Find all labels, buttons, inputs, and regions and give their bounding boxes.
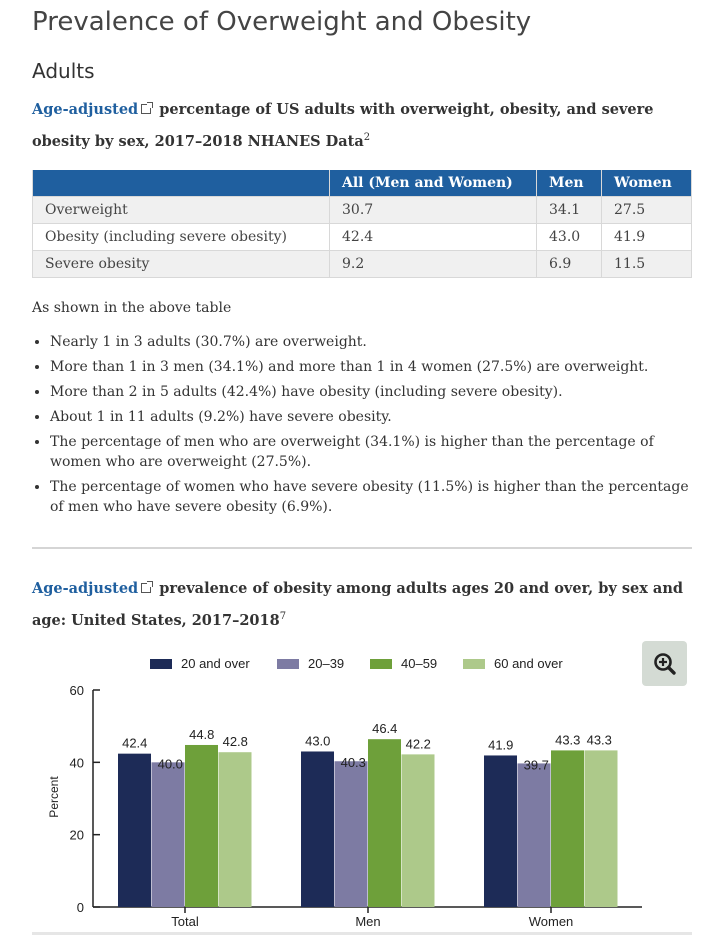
table-intro: Age-adjusted percentage of US adults wit…: [32, 96, 692, 156]
bar: [151, 762, 185, 907]
table-header-women: Women: [601, 169, 692, 197]
chart-intro: Age-adjusted prevalence of obesity among…: [32, 575, 692, 635]
y-tick-label: 0: [77, 900, 84, 915]
y-axis-label: Percent: [47, 776, 61, 818]
bar: [401, 754, 435, 907]
x-tick-label: Total: [171, 914, 199, 929]
bar: [118, 753, 151, 907]
table-cell: 42.4: [329, 222, 537, 251]
list-item: More than 1 in 3 men (34.1%) and more th…: [50, 357, 692, 377]
zoom-in-button[interactable]: [642, 641, 687, 686]
page-content: Prevalence of Overweight and Obesity Adu…: [32, 0, 692, 635]
table-intro-text: percentage of US adults with overweight,…: [32, 101, 654, 150]
bar-value-label: 43.0: [305, 733, 330, 748]
bar: [301, 751, 334, 907]
legend-label: 40–59: [401, 656, 437, 671]
section-heading-adults: Adults: [32, 59, 95, 83]
table-header-row: All (Men and Women) Men Women: [32, 169, 692, 197]
table-cell: 34.1: [536, 195, 602, 224]
bar-value-label: 41.9: [488, 737, 513, 752]
table-cell: 9.2: [329, 249, 537, 278]
bar: [334, 761, 368, 907]
table-cell: Severe obesity: [32, 249, 330, 278]
x-tick-label: Men: [355, 914, 380, 929]
age-adjusted-link[interactable]: Age-adjusted: [32, 101, 139, 118]
bar-value-label: 39.7: [524, 757, 549, 772]
table-cell: 6.9: [536, 249, 602, 278]
table-header-men: Men: [536, 169, 602, 197]
table-cell: Overweight: [32, 195, 330, 224]
table-cell: 41.9: [601, 222, 692, 251]
bar: [185, 744, 218, 907]
bar-value-label: 40.3: [341, 755, 366, 770]
table-cell: 30.7: [329, 195, 537, 224]
zoom-in-icon: [654, 653, 676, 675]
section-divider: [32, 546, 692, 549]
bar-value-label: 46.4: [372, 721, 397, 736]
bar-value-label: 40.0: [158, 756, 183, 771]
list-item: The percentage of men who are overweight…: [50, 432, 692, 472]
bar-value-label: 42.4: [122, 736, 147, 751]
table-header-blank: [32, 169, 330, 197]
footnote-ref[interactable]: 2: [363, 132, 371, 143]
list-item: About 1 in 11 adults (9.2%) have severe …: [50, 407, 692, 427]
bar-value-label: 42.2: [406, 736, 431, 751]
legend-swatch: [150, 659, 172, 669]
table-cell: 11.5: [601, 249, 692, 278]
table-cell: 27.5: [601, 195, 692, 224]
bar-value-label: 44.8: [189, 727, 214, 742]
bar: [517, 763, 551, 907]
legend-label: 20–39: [308, 656, 344, 671]
chart-intro-text: prevalence of obesity among adults ages …: [32, 579, 684, 629]
bar-value-label: 42.8: [223, 734, 248, 749]
list-item: Nearly 1 in 3 adults (30.7%) are overwei…: [50, 332, 692, 352]
external-link-icon: [141, 102, 154, 114]
obesity-chart-container: 20 and over 20–39 40–59 60 and over 0 20 40 60 P…: [0, 640, 713, 936]
y-tick-label: 60: [70, 683, 84, 698]
summary-list: Nearly 1 in 3 adults (30.7%) are overwei…: [32, 332, 692, 517]
footnote-ref[interactable]: 7: [279, 610, 287, 622]
y-tick-label: 40: [70, 755, 84, 770]
obesity-bar-chart: 20 and over 20–39 40–59 60 and over 0 20 40 60 P…: [47, 656, 642, 929]
legend-swatch: [370, 659, 392, 669]
legend-label: 20 and over: [181, 656, 250, 671]
bar: [551, 750, 584, 907]
age-adjusted-link-2[interactable]: Age-adjusted: [32, 579, 139, 597]
table-header-all: All (Men and Women): [329, 169, 537, 197]
legend-swatch: [277, 659, 299, 669]
external-link-icon: [141, 580, 154, 593]
table-cell: 43.0: [536, 222, 602, 251]
table-row: Obesity (including severe obesity) 42.4 …: [32, 222, 692, 251]
summary-lead: As shown in the above table: [32, 299, 232, 316]
bar: [484, 755, 517, 907]
list-item: The percentage of women who have severe …: [50, 477, 692, 517]
page-title: Prevalence of Overweight and Obesity: [32, 7, 532, 37]
x-tick-label: Women: [529, 914, 574, 929]
table-row: Overweight 30.7 34.1 27.5: [32, 195, 692, 224]
y-tick-label: 20: [70, 828, 84, 843]
table-row: Severe obesity 9.2 6.9 11.5: [32, 249, 692, 278]
prevalence-table: All (Men and Women) Men Women Overweight…: [32, 169, 692, 278]
bar-value-label: 43.3: [555, 732, 580, 747]
list-item: More than 2 in 5 adults (42.4%) have obe…: [50, 382, 692, 402]
bar: [368, 739, 401, 907]
bar-value-label: 43.3: [587, 732, 612, 747]
bar: [218, 752, 252, 907]
table-cell: Obesity (including severe obesity): [32, 222, 330, 251]
page-bottom-border: [32, 932, 692, 935]
legend-swatch: [463, 659, 485, 669]
bar: [584, 750, 618, 907]
legend-label: 60 and over: [494, 656, 563, 671]
